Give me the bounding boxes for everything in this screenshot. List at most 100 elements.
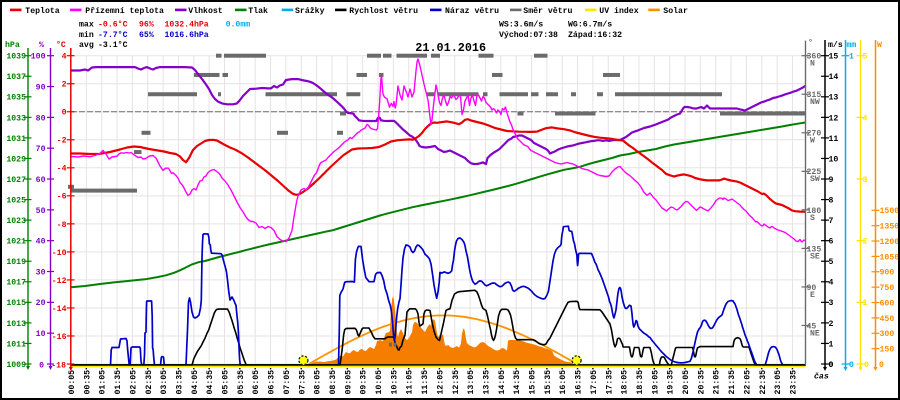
svg-text:WG:6.7m/s: WG:6.7m/s (568, 19, 612, 29)
svg-text:19:35: 19:35 (667, 370, 676, 395)
svg-text:13:05: 13:05 (467, 370, 476, 395)
svg-text:21.01.2016: 21.01.2016 (415, 41, 486, 55)
svg-text:12:35: 12:35 (452, 370, 461, 395)
svg-text:0: 0 (879, 361, 884, 370)
svg-text:270: 270 (807, 130, 822, 139)
svg-text:16:05: 16:05 (559, 370, 568, 395)
svg-text:150: 150 (880, 346, 895, 355)
svg-text:02:05: 02:05 (129, 370, 138, 395)
svg-text:18:35: 18:35 (636, 370, 645, 395)
svg-text:90: 90 (36, 83, 46, 92)
svg-text:1: 1 (849, 53, 854, 62)
svg-text:0: 0 (829, 361, 834, 370)
svg-text:NW: NW (810, 98, 820, 107)
svg-text:W: W (877, 41, 882, 50)
svg-text:1016.6hPa: 1016.6hPa (165, 30, 209, 40)
svg-text:96%: 96% (139, 20, 154, 29)
svg-text:23:05: 23:05 (774, 370, 783, 395)
svg-text:21:35: 21:35 (728, 370, 737, 395)
svg-text:-4: -4 (57, 165, 67, 174)
svg-text:08:05: 08:05 (314, 370, 323, 395)
svg-text:750: 750 (880, 284, 895, 293)
svg-text:04:05: 04:05 (191, 370, 200, 395)
svg-text:Východ:07:38: Východ:07:38 (499, 30, 558, 40)
svg-text:-6: -6 (57, 193, 67, 202)
svg-text:17:05: 17:05 (590, 370, 599, 395)
svg-text:SW: SW (810, 175, 820, 184)
svg-text:01:35: 01:35 (114, 370, 123, 395)
svg-text:22:05: 22:05 (743, 370, 752, 395)
svg-text:Tlak: Tlak (248, 6, 268, 16)
svg-text:1013: 1013 (6, 320, 26, 329)
svg-text:N: N (810, 60, 815, 69)
svg-text:max: max (79, 20, 94, 29)
svg-text:20:35: 20:35 (697, 370, 706, 395)
svg-text:1009: 1009 (6, 361, 26, 370)
svg-text:03:35: 03:35 (175, 370, 184, 395)
svg-text:360: 360 (807, 53, 822, 62)
svg-text:09:05: 09:05 (344, 370, 353, 395)
svg-text:6: 6 (829, 238, 834, 247)
svg-text:Srážky: Srážky (295, 6, 325, 16)
svg-text:avg: avg (79, 41, 94, 50)
svg-text:21:05: 21:05 (713, 370, 722, 395)
svg-text:1500: 1500 (880, 207, 900, 216)
svg-text:Západ:16:32: Západ:16:32 (568, 30, 622, 40)
svg-text:-12: -12 (52, 277, 67, 286)
svg-text:čas: čas (814, 372, 829, 382)
svg-text:1050: 1050 (880, 253, 900, 262)
svg-text:70: 70 (36, 145, 46, 154)
svg-text:0: 0 (39, 361, 44, 370)
svg-text:1015: 1015 (6, 299, 26, 308)
svg-text:80: 80 (36, 114, 46, 123)
svg-text:1019: 1019 (6, 258, 26, 267)
svg-text:08:35: 08:35 (329, 370, 338, 395)
svg-text:15: 15 (829, 53, 839, 62)
svg-text:10: 10 (36, 330, 46, 339)
svg-text:NE: NE (810, 329, 820, 338)
svg-text:40: 40 (36, 238, 46, 247)
svg-text:30: 30 (36, 268, 46, 277)
svg-text:09:35: 09:35 (360, 370, 369, 395)
svg-text:17:35: 17:35 (605, 370, 614, 395)
svg-text:00:35: 00:35 (83, 370, 92, 395)
svg-text:07:35: 07:35 (298, 370, 307, 395)
svg-text:05:35: 05:35 (237, 370, 246, 395)
svg-text:0: 0 (849, 361, 854, 370)
svg-text:20:05: 20:05 (682, 370, 691, 395)
svg-text:11: 11 (829, 135, 839, 144)
svg-text:1: 1 (829, 340, 834, 349)
svg-text:1037: 1037 (6, 73, 26, 82)
svg-text:11:05: 11:05 (406, 370, 415, 395)
svg-text:19:05: 19:05 (651, 370, 660, 395)
svg-text:min: min (79, 30, 94, 40)
svg-text:4: 4 (863, 114, 868, 123)
svg-text:04:35: 04:35 (206, 370, 215, 395)
svg-text:%: % (39, 41, 44, 50)
svg-text:9: 9 (829, 176, 834, 185)
svg-text:1011: 1011 (6, 340, 26, 349)
svg-text:07:05: 07:05 (283, 370, 292, 395)
svg-text:2: 2 (62, 81, 67, 90)
svg-text:450: 450 (880, 315, 895, 324)
svg-text:05:05: 05:05 (222, 370, 231, 395)
svg-text:300: 300 (880, 330, 895, 339)
svg-text:23:35: 23:35 (789, 370, 798, 395)
svg-text:90: 90 (807, 284, 817, 293)
svg-text:S: S (810, 214, 815, 223)
svg-text:1031: 1031 (6, 135, 26, 144)
svg-text:hPa: hPa (5, 40, 20, 50)
svg-text:13:35: 13:35 (482, 370, 491, 395)
svg-text:°: ° (808, 39, 813, 48)
svg-text:3: 3 (829, 299, 834, 308)
svg-text:1350: 1350 (880, 223, 900, 232)
svg-text:°C: °C (56, 41, 66, 50)
svg-text:60: 60 (36, 176, 46, 185)
svg-text:3: 3 (863, 176, 868, 185)
svg-text:10:35: 10:35 (390, 370, 399, 395)
svg-text:12: 12 (829, 114, 839, 123)
svg-text:4: 4 (829, 279, 834, 288)
svg-text:1021: 1021 (6, 238, 26, 247)
svg-text:1029: 1029 (6, 155, 26, 164)
svg-text:E: E (810, 291, 815, 300)
